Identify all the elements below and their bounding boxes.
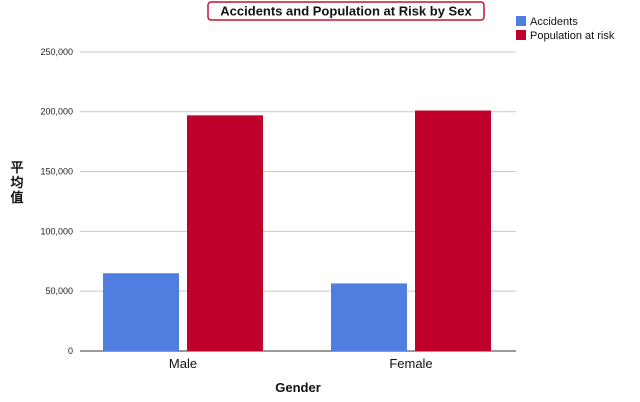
x-tick-label: Male xyxy=(169,356,197,371)
chart-title-box: Accidents and Population at Risk by Sex xyxy=(207,1,485,21)
y-axis-ticks: 0 50,000 100,000 150,000 200,000 250,000 xyxy=(40,47,73,356)
legend: Accidents Population at risk xyxy=(516,16,615,42)
y-tick-label: 100,000 xyxy=(40,226,73,236)
legend-swatch xyxy=(516,16,526,26)
x-tick-label: Female xyxy=(389,356,432,371)
x-axis-title: Gender xyxy=(275,380,321,395)
y-axis-title: 平均值 xyxy=(10,160,23,205)
x-axis-categories: Male Female xyxy=(169,356,433,371)
y-tick-label: 200,000 xyxy=(40,107,73,117)
y-tick-label: 150,000 xyxy=(40,167,73,177)
y-tick-label: 250,000 xyxy=(40,47,73,57)
chart-title: Accidents and Population at Risk by Sex xyxy=(220,4,472,19)
legend-label: Accidents xyxy=(530,16,578,28)
bar xyxy=(331,283,407,351)
bar xyxy=(103,273,179,351)
y-tick-label: 50,000 xyxy=(45,286,73,296)
legend-label: Population at risk xyxy=(530,30,615,42)
y-tick-label: 0 xyxy=(68,346,73,356)
bar xyxy=(187,115,263,351)
bars xyxy=(103,110,491,351)
bar xyxy=(415,110,491,351)
legend-swatch xyxy=(516,30,526,40)
